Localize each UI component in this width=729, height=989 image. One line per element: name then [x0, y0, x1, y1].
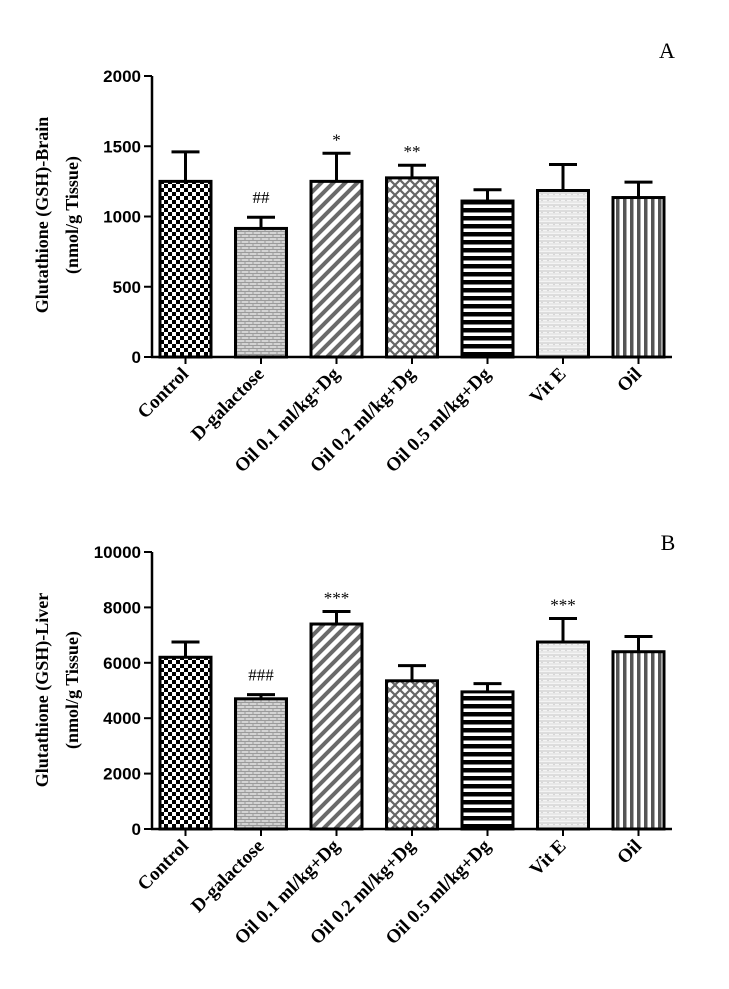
significance-label: * — [332, 130, 341, 149]
bar — [309, 179, 364, 359]
y-tick-label: 0 — [132, 348, 141, 367]
x-tick-label: Oil — [613, 364, 646, 397]
chart-panel-a: 0 500 1000 1500 2000 Glutathione (GSH)-Brain (… — [32, 38, 675, 477]
x-tick-label: D-galactose — [187, 364, 268, 445]
bar — [611, 650, 666, 831]
bar — [611, 196, 666, 359]
x-tick-label: Control — [134, 364, 193, 423]
y-axis-title-line1: Glutathione (GSH)-Liver — [32, 593, 53, 788]
y-tick-label: 8000 — [103, 598, 141, 617]
y-axis-title-line2: (nmol/g Tissue) — [62, 631, 83, 749]
significance-label: ### — [248, 666, 274, 685]
significance-label: ** — [404, 142, 421, 161]
significance-label: ## — [253, 188, 271, 207]
y-tick-label: 6000 — [103, 654, 141, 673]
bar — [158, 179, 213, 359]
y-axis-title-line1: Glutathione (GSH)-Brain — [32, 117, 53, 314]
y-tick-label: 4000 — [103, 709, 141, 728]
chart-panel-b: 0 2000 4000 6000 8000 10000 Glutathione (GSH)-… — [32, 530, 675, 949]
y-axis-title-line2: (nmol/g Tissue) — [62, 156, 83, 274]
y-tick-label: 10000 — [94, 543, 141, 562]
bar — [385, 679, 439, 831]
y-tick-label: 1000 — [103, 208, 141, 227]
bar — [234, 226, 288, 359]
y-tick-label: 500 — [113, 278, 141, 297]
bar — [536, 189, 590, 359]
x-tick-label: Vit E — [526, 364, 571, 409]
panel-letter: A — [659, 38, 675, 63]
panel-letter: B — [661, 530, 676, 555]
bar — [460, 199, 515, 359]
bar — [234, 697, 288, 831]
bar — [309, 622, 364, 831]
significance-label: *** — [550, 595, 576, 614]
x-tick-label: Vit E — [526, 836, 571, 881]
y-tick-label: 0 — [132, 820, 141, 839]
bar — [158, 655, 213, 831]
y-tick-label: 2000 — [103, 765, 141, 784]
significance-label: *** — [324, 589, 350, 608]
bar — [460, 690, 515, 831]
x-tick-label: Control — [134, 836, 193, 895]
bar — [385, 176, 439, 359]
y-tick-label: 1500 — [103, 137, 141, 156]
x-tick-label: Oil — [613, 836, 646, 869]
bar — [536, 640, 590, 831]
x-tick-label: D-galactose — [187, 836, 268, 917]
y-tick-label: 2000 — [103, 67, 141, 86]
